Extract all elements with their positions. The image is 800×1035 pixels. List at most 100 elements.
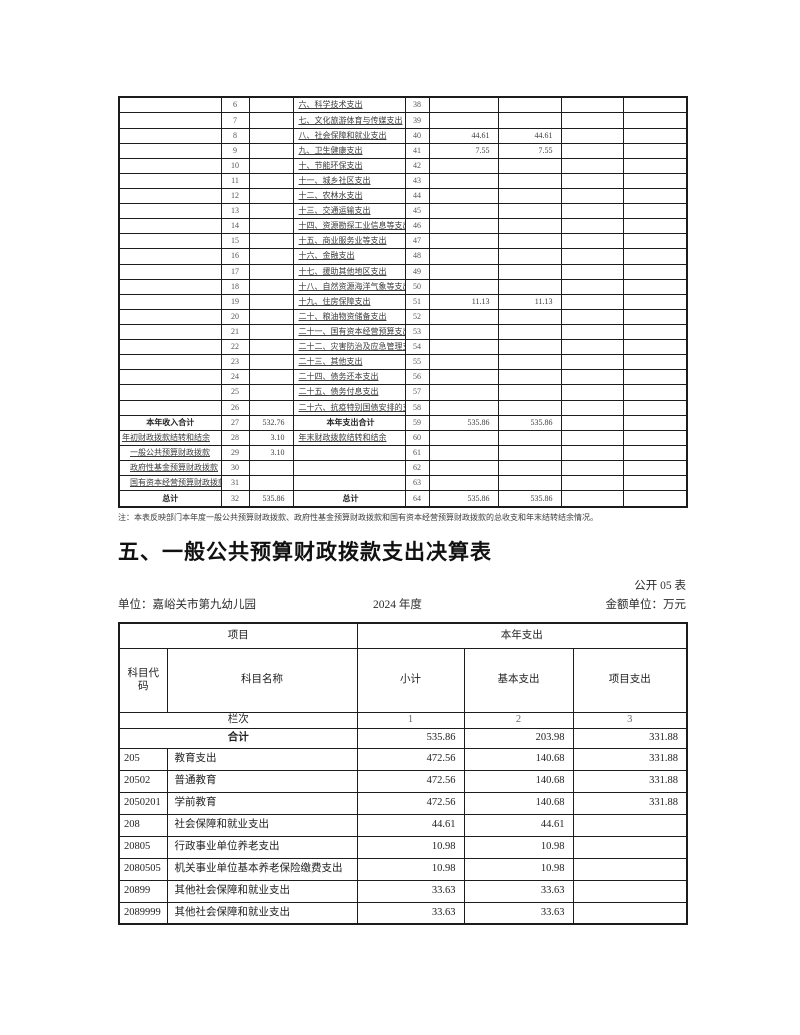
- expenditure-line-number-cell: 49: [404, 263, 430, 280]
- income-amount-cell: [248, 218, 294, 235]
- expenditure-amount-cell: [428, 308, 499, 325]
- subject-code-cell: 20805: [118, 835, 168, 859]
- col-header-code: 科目代码: [118, 647, 168, 713]
- income-line-number-cell: 20: [220, 308, 250, 325]
- income-item-cell: [118, 369, 222, 386]
- income-amount-cell: [248, 354, 294, 371]
- expenditure-amount2-cell: [497, 444, 562, 461]
- empty-cell: [560, 354, 624, 371]
- expenditure-line-number-cell: 40: [404, 127, 430, 144]
- empty-cell: [622, 308, 688, 325]
- subtotal-amount-cell: 472.56: [356, 791, 465, 815]
- expenditure-amount2-cell: [497, 354, 562, 371]
- expenditure-line-number-cell: 41: [404, 142, 430, 159]
- subtotal-amount-cell: 472.56: [356, 747, 465, 771]
- project-amount-cell: [572, 879, 688, 903]
- expenditure-item-cell: [292, 444, 406, 461]
- expenditure-line-number-cell: 57: [404, 384, 430, 401]
- table-row: 25 二十五、债务付息支出 57: [118, 384, 688, 401]
- expenditure-line-number-cell: 63: [404, 475, 430, 492]
- empty-cell: [560, 323, 624, 341]
- income-amount-cell: [248, 157, 294, 174]
- lanci-label: 栏次: [118, 711, 358, 729]
- income-line-number-cell: 14: [220, 218, 250, 235]
- income-amount-cell: 532.76: [248, 414, 294, 431]
- expenditure-amount2-cell: 535.86: [497, 414, 562, 431]
- budget-data-row: 2080505 机关事业单位基本养老保险缴费支出 10.98 10.98: [118, 857, 688, 881]
- header-row-groups: 项目 本年支出: [118, 622, 688, 649]
- project-amount-cell: [572, 835, 688, 859]
- income-item-cell: [118, 248, 222, 265]
- empty-cell: [560, 399, 624, 416]
- income-amount-cell: [248, 339, 294, 356]
- expenditure-amount-cell: [428, 263, 499, 280]
- empty-cell: [622, 414, 688, 431]
- empty-cell: [560, 112, 624, 129]
- table-row: 9 九、卫生健康支出 41 7.55 7.55: [118, 142, 688, 159]
- empty-cell: [622, 218, 688, 235]
- expenditure-item-cell: 八、社会保障和就业支出: [292, 127, 406, 144]
- table-row: 本年收入合计 27 532.76 本年支出合计 59 535.86 535.86: [118, 414, 688, 431]
- income-line-number-cell: 23: [220, 354, 250, 371]
- project-amount-cell: 331.88: [572, 747, 688, 771]
- empty-cell: [622, 157, 688, 174]
- empty-cell: [560, 142, 624, 159]
- income-line-number-cell: 6: [220, 96, 250, 114]
- expenditure-line-number-cell: 43: [404, 172, 430, 190]
- table-row: 总计 32 535.86 总计 64 535.86 535.86: [118, 490, 688, 508]
- expenditure-item-cell: 二十五、债务付息支出: [292, 384, 406, 401]
- expenditure-item-cell: 二十、粮油物资储备支出: [292, 308, 406, 325]
- income-line-number-cell: 19: [220, 293, 250, 310]
- total-label: 合计: [118, 727, 358, 749]
- expenditure-amount2-cell: [497, 278, 562, 295]
- expenditure-amount-cell: [428, 369, 499, 386]
- income-line-number-cell: 17: [220, 263, 250, 280]
- income-line-number-cell: 15: [220, 233, 250, 250]
- table-row: 13 十三、交通运输支出 45: [118, 203, 688, 220]
- budget-data-row: 2050201 学前教育 472.56 140.68 331.88: [118, 791, 688, 815]
- expenditure-amount2-cell: [497, 263, 562, 280]
- income-amount-cell: [248, 475, 294, 492]
- table-row: 18 十八、自然资源海洋气象等支出 50: [118, 278, 688, 295]
- col-header-project: 项目支出: [572, 647, 688, 713]
- expenditure-amount-cell: [428, 248, 499, 265]
- table-row: 8 八、社会保障和就业支出 40 44.61 44.61: [118, 127, 688, 144]
- budget-expenditure-table: 项目 本年支出 科目代码 科目名称 小计 基本支出 项目支出 栏次 1 2 3 …: [118, 622, 689, 925]
- income-item-cell: 一般公共预算财政拨款: [118, 444, 222, 461]
- empty-cell: [560, 459, 624, 477]
- table-row: 22 二十二、灾害防治及应急管理支出 54: [118, 339, 688, 356]
- income-item-cell: [118, 218, 222, 235]
- income-item-cell: 本年收入合计: [118, 414, 222, 431]
- basic-amount-cell: 33.63: [463, 901, 574, 925]
- income-line-number-cell: 11: [220, 172, 250, 190]
- expenditure-amount2-cell: [497, 369, 562, 386]
- empty-cell: [560, 384, 624, 401]
- empty-cell: [622, 172, 688, 190]
- expenditure-amount2-cell: [497, 172, 562, 190]
- empty-cell: [622, 233, 688, 250]
- expenditure-amount-cell: [428, 444, 499, 461]
- basic-amount-cell: 10.98: [463, 857, 574, 881]
- income-line-number-cell: 12: [220, 187, 250, 205]
- expenditure-line-number-cell: 56: [404, 369, 430, 386]
- subject-name-cell: 行政事业单位养老支出: [166, 835, 358, 859]
- income-amount-cell: [248, 278, 294, 295]
- empty-cell: [560, 172, 624, 190]
- expenditure-line-number-cell: 42: [404, 157, 430, 174]
- expenditure-amount-cell: [428, 429, 499, 446]
- expenditure-amount-cell: [428, 278, 499, 295]
- income-item-cell: [118, 293, 222, 310]
- expenditure-line-number-cell: 52: [404, 308, 430, 325]
- expenditure-item-cell: 年末财政拨款结转和结余: [292, 429, 406, 446]
- expenditure-item-cell: 二十二、灾害防治及应急管理支出: [292, 339, 406, 356]
- expenditure-item-cell: [292, 459, 406, 477]
- subject-code-cell: 20899: [118, 879, 168, 903]
- expenditure-amount2-cell: [497, 429, 562, 446]
- expenditure-item-cell: 七、文化旅游体育与传媒支出: [292, 112, 406, 129]
- basic-amount-cell: 10.98: [463, 835, 574, 859]
- empty-cell: [560, 203, 624, 220]
- empty-cell: [622, 263, 688, 280]
- lanci-1: 1: [356, 711, 465, 729]
- empty-cell: [560, 248, 624, 265]
- expenditure-item-cell: 十、节能环保支出: [292, 157, 406, 174]
